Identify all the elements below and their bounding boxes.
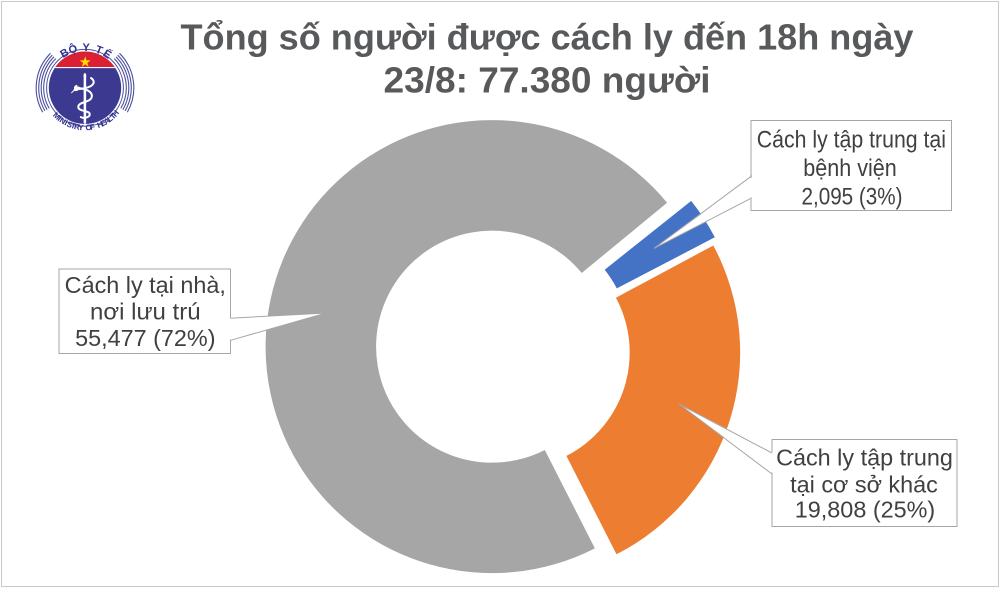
svg-text:Cách ly tập trung: Cách ly tập trung [776,445,953,471]
svg-text:23/8: 77.380 người: 23/8: 77.380 người [384,59,711,100]
svg-text:R: R [73,122,81,132]
svg-text:I: I [56,114,63,122]
svg-text:H: H [110,108,121,118]
svg-text:T: T [108,111,118,121]
svg-text:H: H [96,120,105,131]
svg-text:A: A [102,116,112,127]
svg-text:O: O [85,123,92,133]
svg-text:T: T [70,121,77,131]
svg-text:Cách ly tập trung tại: Cách ly tập trung tại [757,127,946,154]
svg-text:L: L [105,114,115,124]
svg-text:S: S [65,120,74,131]
svg-text:T: T [94,44,105,58]
svg-text:bệnh viện: bệnh viện [803,155,897,182]
svg-text:tại cơ sở khác: tại cơ sở khác [790,471,938,497]
svg-text:F: F [89,122,96,132]
svg-text:Tổng số người được cách ly đến: Tổng số người được cách ly đến 18h ngày [181,16,915,57]
svg-text:55,477 (72%): 55,477 (72%) [75,325,215,351]
svg-text:N: N [58,116,68,127]
svg-text:19,808 (25%): 19,808 (25%) [795,496,935,522]
svg-text:2,095 (3%): 2,095 (3%) [802,183,903,210]
svg-text:Y: Y [78,123,85,133]
svg-text:M: M [51,111,62,122]
svg-text:E: E [99,118,108,129]
svg-text:I: I [63,119,69,128]
svg-text:Y: Y [82,42,90,54]
svg-text:Cách ly tại nhà,: Cách ly tại nhà, [65,272,226,298]
svg-text:nơi lưu trú: nơi lưu trú [90,298,201,324]
